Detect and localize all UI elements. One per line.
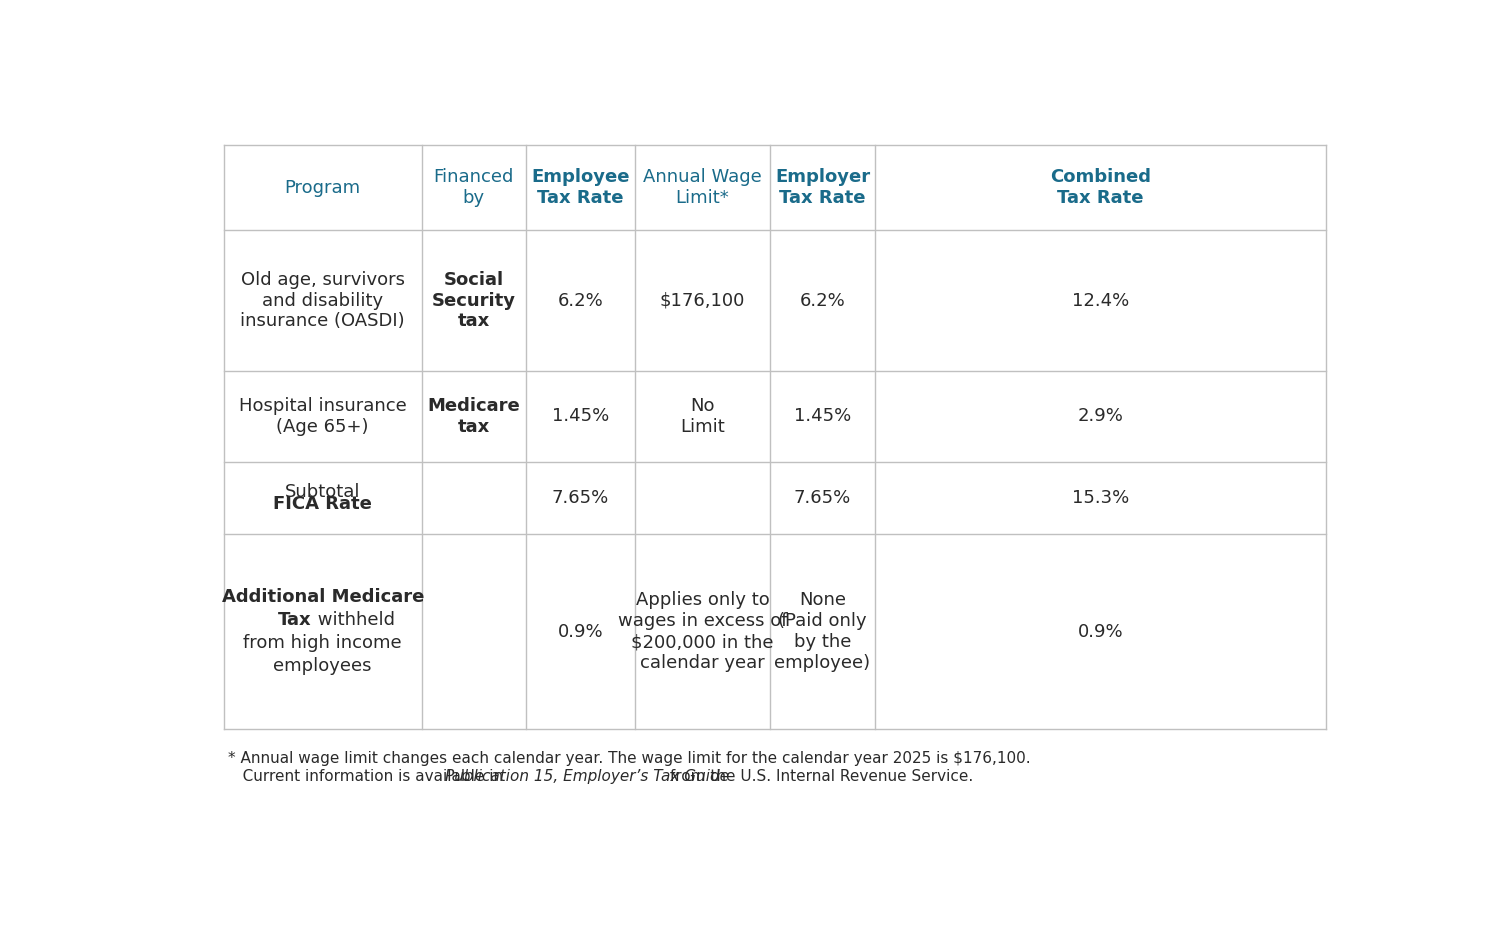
Text: Publication 15, Employer’s Tax Guide: Publication 15, Employer’s Tax Guide bbox=[445, 769, 729, 784]
Text: Program: Program bbox=[284, 179, 361, 197]
Text: 7.65%: 7.65% bbox=[552, 489, 609, 507]
Text: 7.65%: 7.65% bbox=[794, 489, 851, 507]
Text: Annual Wage
Limit*: Annual Wage Limit* bbox=[643, 169, 762, 207]
Text: from high income: from high income bbox=[243, 634, 402, 652]
Text: No
Limit: No Limit bbox=[680, 397, 724, 436]
Text: 6.2%: 6.2% bbox=[558, 291, 603, 310]
Text: Current information is available in: Current information is available in bbox=[228, 769, 508, 784]
Text: 2.9%: 2.9% bbox=[1078, 408, 1123, 426]
Text: Employer
Tax Rate: Employer Tax Rate bbox=[776, 169, 869, 207]
Text: Tax: Tax bbox=[277, 611, 311, 629]
Text: Subtotal: Subtotal bbox=[284, 483, 360, 501]
Text: Combined
Tax Rate: Combined Tax Rate bbox=[1049, 169, 1151, 207]
Text: $176,100: $176,100 bbox=[659, 291, 745, 310]
Text: Hospital insurance
(Age 65+): Hospital insurance (Age 65+) bbox=[239, 397, 407, 436]
Text: Medicare
tax: Medicare tax bbox=[428, 397, 520, 436]
Text: 0.9%: 0.9% bbox=[1078, 623, 1123, 641]
Text: from the U.S. Internal Revenue Service.: from the U.S. Internal Revenue Service. bbox=[665, 769, 974, 784]
Text: 1.45%: 1.45% bbox=[552, 408, 609, 426]
Text: employees: employees bbox=[274, 658, 372, 675]
Text: * Annual wage limit changes each calendar year. The wage limit for the calendar : * Annual wage limit changes each calenda… bbox=[228, 751, 1030, 766]
Text: 1.45%: 1.45% bbox=[794, 408, 851, 426]
Text: Applies only to
wages in excess of
$200,000 in the
calendar year: Applies only to wages in excess of $200,… bbox=[618, 592, 788, 672]
Text: Employee
Tax Rate: Employee Tax Rate bbox=[531, 169, 629, 207]
Text: Additional Medicare: Additional Medicare bbox=[221, 588, 423, 606]
Text: Social
Security
tax: Social Security tax bbox=[432, 270, 516, 331]
Text: withheld: withheld bbox=[311, 611, 395, 629]
Text: 0.9%: 0.9% bbox=[558, 623, 603, 641]
Text: 6.2%: 6.2% bbox=[800, 291, 845, 310]
Text: None
(Paid only
by the
employee): None (Paid only by the employee) bbox=[774, 592, 871, 672]
Text: 15.3%: 15.3% bbox=[1072, 489, 1129, 507]
Text: 12.4%: 12.4% bbox=[1072, 291, 1129, 310]
Text: Financed
by: Financed by bbox=[434, 169, 514, 207]
Text: Old age, survivors
and disability
insurance (OASDI): Old age, survivors and disability insura… bbox=[240, 270, 405, 331]
Text: FICA Rate: FICA Rate bbox=[274, 495, 372, 513]
